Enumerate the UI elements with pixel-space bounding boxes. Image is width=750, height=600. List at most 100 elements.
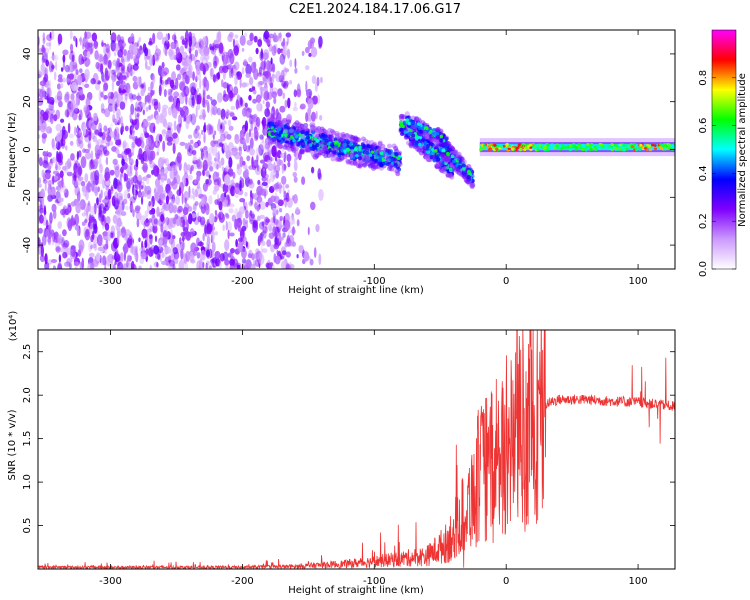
spectrogram-cell — [214, 258, 221, 267]
spectrogram-cell — [315, 111, 318, 120]
spectrogram-cell — [45, 42, 52, 47]
spectrogram-cell — [224, 192, 227, 198]
spectrogram-cell — [284, 151, 287, 159]
spectrogram-cell — [148, 155, 153, 165]
spectrogram-cell — [245, 73, 251, 78]
spectrogram-cell — [277, 47, 281, 55]
spectrogram-cell — [270, 115, 276, 121]
spectrogram-cell — [62, 251, 68, 259]
spectrogram-cell — [87, 58, 91, 66]
spectrogram-cell — [112, 96, 118, 105]
spectrogram-cell — [180, 35, 185, 41]
spectrogram-cell — [294, 67, 298, 74]
spectrogram-cell — [225, 220, 228, 231]
spectrogram-cell — [38, 134, 41, 139]
spectrogram-cell — [38, 227, 43, 234]
spectrogram-cell — [173, 91, 180, 98]
spectrogram-cell — [129, 69, 134, 77]
spectrogram-cell — [190, 113, 197, 126]
spectrogram-cell — [250, 61, 257, 74]
spectrogram-cell — [201, 196, 205, 207]
spectrogram-cell — [234, 208, 239, 218]
spectrogram-cell — [56, 201, 63, 207]
spectrogram-cell — [159, 192, 166, 201]
spectrogram-cell — [261, 116, 267, 128]
spectrogram-cell — [102, 179, 106, 189]
spectrogram-cell — [161, 129, 167, 135]
spectrogram-cell — [119, 173, 122, 186]
spectrogram-cell — [292, 138, 296, 143]
spectrogram-cell — [121, 158, 125, 166]
snr-series-line — [38, 330, 675, 569]
spectrogram-cell — [188, 46, 192, 54]
spectrogram-cell — [87, 42, 93, 48]
spectrogram-cell — [231, 116, 238, 121]
spectrogram-cell — [119, 36, 125, 43]
spectrogram-cell — [116, 57, 120, 69]
spectrogram-cell — [426, 143, 431, 148]
spectrogram-cell — [64, 93, 70, 103]
spectrogram-cell — [156, 143, 160, 156]
spectrogram-cell — [143, 185, 148, 198]
spectrogram-cell — [244, 191, 248, 197]
spectrogram-cell — [462, 167, 466, 171]
spectrogram-cell — [124, 173, 129, 182]
spectrogram-cell — [272, 210, 277, 217]
spectrogram-cell — [44, 182, 47, 192]
spectrogram-cell — [51, 234, 55, 246]
spectrogram-cell — [96, 234, 103, 247]
spectrogram-cell — [68, 162, 72, 168]
spectrogram-cell — [241, 107, 247, 117]
spectrogram-cell — [186, 70, 193, 76]
spectrogram-cell — [82, 188, 88, 197]
spectrogram-cell — [129, 162, 133, 174]
spectrogram-cell — [308, 52, 312, 57]
spectrogram-cell — [210, 67, 214, 78]
spectrogram-cell — [90, 132, 96, 140]
spectrogram-cell — [289, 59, 293, 68]
spectrogram-cell — [47, 194, 53, 202]
spectrogram-cell — [385, 148, 390, 153]
x-tick-label: -200 — [231, 276, 254, 287]
spectrogram-cell — [41, 169, 45, 178]
spectrogram-cell — [117, 49, 124, 58]
spectrogram-cell — [653, 147, 657, 151]
spectrogram-cell — [289, 79, 293, 85]
spectrogram-cell — [116, 230, 122, 238]
spectrogram-cell — [274, 182, 280, 190]
spectrogram-cell — [267, 223, 272, 232]
spectrogram-cell — [116, 217, 122, 228]
spectrogram-cell — [304, 65, 310, 71]
spectrogram-cell — [90, 159, 93, 164]
spectrogram-cell — [93, 40, 99, 50]
spectrogram-cell — [258, 80, 264, 86]
spectrogram-cell — [196, 64, 201, 76]
spectrogram-cell — [40, 188, 45, 200]
spectrogram-cell — [137, 40, 140, 48]
spectrogram-cell — [229, 111, 235, 116]
spectrogram-cell — [161, 104, 169, 110]
spectrogram-cell — [208, 125, 214, 135]
spectrogram-cell — [72, 177, 76, 186]
spectrogram-cell — [276, 250, 279, 255]
spectrogram-cell — [68, 133, 74, 139]
spectrogram-cell — [59, 170, 64, 178]
spectrogram-cell — [330, 142, 335, 147]
spectrogram-cell — [229, 232, 235, 237]
spectrogram-cell — [416, 122, 421, 126]
spectrogram-cell — [98, 204, 102, 216]
spectrogram-cell — [250, 120, 254, 132]
spectrogram-cell — [264, 144, 270, 156]
spectrogram-cell — [84, 31, 87, 39]
spectrogram-cell — [586, 142, 590, 146]
spectrogram-cell — [399, 113, 405, 119]
spectrogram-cell — [271, 91, 278, 99]
spectrogram-cell — [211, 105, 218, 116]
spectrogram-cell — [265, 101, 270, 109]
x-tick-label: 0 — [503, 576, 509, 587]
spectrogram-cell — [119, 101, 126, 110]
spectrogram-cell — [128, 133, 133, 140]
spectrogram-cell — [451, 150, 457, 156]
spectrogram-cell — [243, 138, 247, 151]
spectrogram-cell — [224, 239, 230, 252]
